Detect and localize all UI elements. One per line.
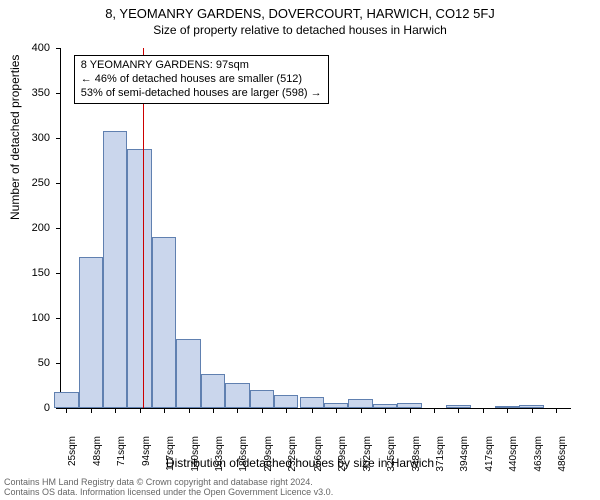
x-axis-label: Distribution of detached houses by size … bbox=[0, 456, 600, 470]
histogram-bar bbox=[54, 392, 78, 408]
footer-line-2: Contains OS data. Information licensed u… bbox=[4, 488, 333, 498]
x-tick-mark bbox=[189, 408, 190, 413]
histogram-bar bbox=[103, 131, 127, 408]
histogram-bar bbox=[176, 339, 200, 408]
x-tick-mark bbox=[312, 408, 313, 413]
histogram-bar bbox=[152, 237, 176, 408]
histogram-bar bbox=[274, 395, 298, 408]
x-tick-mark bbox=[164, 408, 165, 413]
y-tick-mark bbox=[56, 183, 61, 184]
chart-subtitle: Size of property relative to detached ho… bbox=[0, 21, 600, 37]
annotation-line-2: ← 46% of detached houses are smaller (51… bbox=[81, 73, 322, 87]
annotation-line-3: 53% of semi-detached houses are larger (… bbox=[81, 87, 322, 101]
y-tick-label: 200 bbox=[0, 222, 50, 234]
chart-container: 8, YEOMANRY GARDENS, DOVERCOURT, HARWICH… bbox=[0, 0, 600, 500]
x-tick-mark bbox=[91, 408, 92, 413]
x-tick-mark bbox=[532, 408, 533, 413]
y-tick-mark bbox=[56, 363, 61, 364]
plot-area: 8 YEOMANRY GARDENS: 97sqm ← 46% of detac… bbox=[60, 48, 571, 409]
histogram-bar bbox=[300, 397, 324, 408]
x-tick-mark bbox=[237, 408, 238, 413]
x-tick-mark bbox=[361, 408, 362, 413]
y-tick-mark bbox=[56, 138, 61, 139]
x-tick-mark bbox=[336, 408, 337, 413]
y-tick-mark bbox=[56, 48, 61, 49]
y-tick-mark bbox=[56, 93, 61, 94]
x-tick-mark bbox=[434, 408, 435, 413]
x-tick-mark bbox=[410, 408, 411, 413]
x-tick-mark bbox=[507, 408, 508, 413]
histogram-bar bbox=[201, 374, 225, 408]
footer-attribution: Contains HM Land Registry data © Crown c… bbox=[4, 478, 333, 498]
y-tick-mark bbox=[56, 228, 61, 229]
x-tick-mark bbox=[213, 408, 214, 413]
histogram-bar bbox=[348, 399, 372, 408]
x-tick-mark bbox=[115, 408, 116, 413]
y-tick-mark bbox=[56, 318, 61, 319]
y-tick-label: 300 bbox=[0, 132, 50, 144]
x-tick-mark bbox=[262, 408, 263, 413]
y-tick-mark bbox=[56, 408, 61, 409]
histogram-bar bbox=[250, 390, 274, 408]
y-tick-label: 350 bbox=[0, 87, 50, 99]
y-tick-label: 50 bbox=[0, 357, 50, 369]
histogram-bar bbox=[79, 257, 103, 408]
histogram-bar bbox=[225, 383, 249, 408]
y-tick-label: 250 bbox=[0, 177, 50, 189]
histogram-bar bbox=[127, 149, 151, 408]
x-tick-mark bbox=[140, 408, 141, 413]
x-tick-mark bbox=[286, 408, 287, 413]
y-tick-mark bbox=[56, 273, 61, 274]
annotation-line-1: 8 YEOMANRY GARDENS: 97sqm bbox=[81, 59, 322, 73]
y-tick-label: 150 bbox=[0, 267, 50, 279]
x-tick-mark bbox=[66, 408, 67, 413]
x-tick-mark bbox=[483, 408, 484, 413]
y-tick-label: 400 bbox=[0, 42, 50, 54]
y-tick-label: 100 bbox=[0, 312, 50, 324]
y-tick-label: 0 bbox=[0, 402, 50, 414]
x-tick-mark bbox=[458, 408, 459, 413]
x-tick-mark bbox=[385, 408, 386, 413]
annotation-box: 8 YEOMANRY GARDENS: 97sqm ← 46% of detac… bbox=[74, 55, 329, 104]
x-tick-mark bbox=[556, 408, 557, 413]
chart-title: 8, YEOMANRY GARDENS, DOVERCOURT, HARWICH… bbox=[0, 0, 600, 21]
